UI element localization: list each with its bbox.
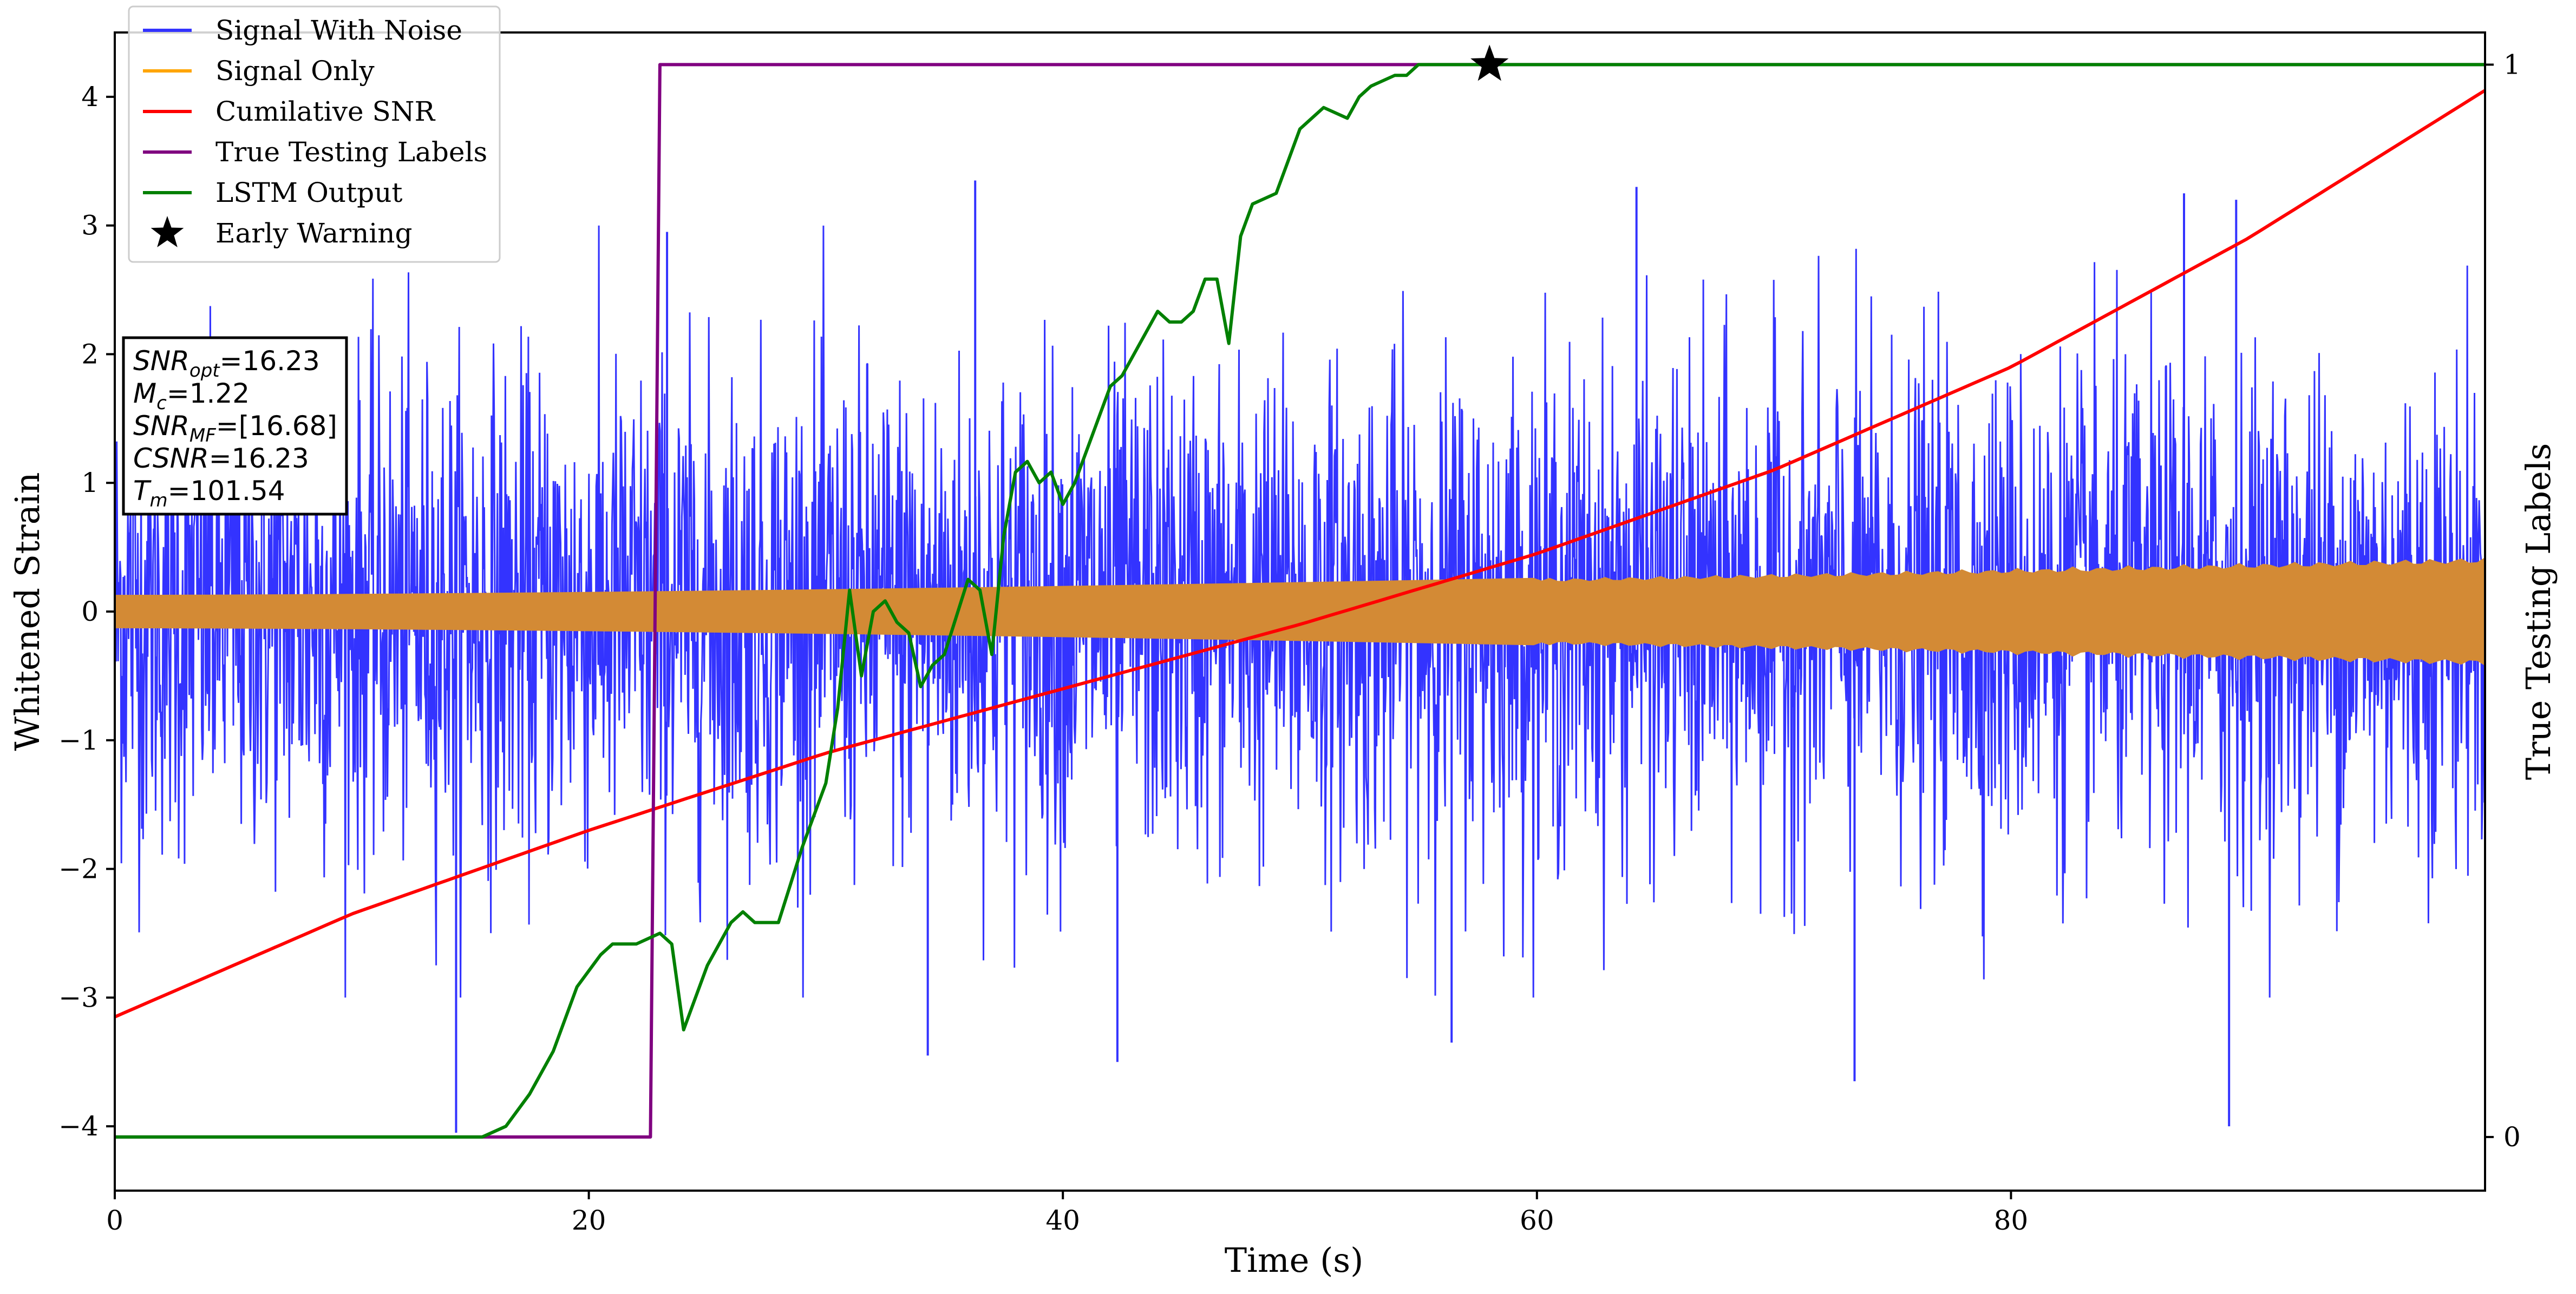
info-line: Tm=101.54	[133, 475, 285, 511]
x-tick-label: 20	[572, 1205, 606, 1236]
info-value: =1.22	[167, 378, 250, 409]
y-tick-label: −2	[58, 853, 99, 885]
legend-label-signal-only: Signal Only	[215, 55, 375, 87]
x-tick-label: 80	[1994, 1205, 2029, 1236]
info-symbol: M	[133, 378, 156, 409]
y2-tick-label: 1	[2503, 49, 2521, 80]
x-tick-label: 0	[106, 1205, 123, 1236]
info-symbol: SNR	[133, 410, 189, 442]
info-symbol: SNR	[133, 345, 189, 377]
y-tick-label: −1	[58, 725, 99, 756]
info-subscript: c	[156, 392, 167, 414]
signal-only-layer	[115, 557, 2485, 666]
info-value: =[16.68]	[216, 410, 337, 442]
legend: Signal With Noise Signal Only Cumilative S…	[128, 5, 501, 263]
y-tick-label: −4	[58, 1111, 99, 1142]
info-box: SNRopt=16.23Mc=1.22SNRMF=[16.68]CSNR=16.…	[122, 336, 348, 516]
info-line: SNRopt=16.23	[133, 345, 320, 382]
info-value: =16.23	[220, 345, 320, 377]
y-tick-label: 0	[81, 596, 99, 627]
y-axis-label: Whitened Strain	[8, 472, 47, 751]
signal-with-noise-layer	[115, 180, 2485, 1133]
y2-tick-label: 0	[2503, 1121, 2521, 1153]
signal-with-noise-line	[115, 225, 2485, 998]
y-tick-label: 3	[81, 210, 99, 241]
lstm-output-line	[115, 63, 2485, 1139]
legend-label-cumilative-snr: Cumilative SNR	[215, 96, 435, 127]
legend-label-early-warning: Early Warning	[215, 218, 413, 249]
info-line: CSNR=16.23	[133, 443, 309, 474]
info-value: =101.54	[168, 475, 285, 507]
y-tick-label: −3	[58, 982, 99, 1013]
y2-axis-label: True Testing Labels	[2519, 443, 2558, 780]
info-symbol: CSNR	[133, 443, 209, 474]
line-series-layer	[115, 63, 2485, 1139]
y-tick-label: 4	[81, 81, 99, 113]
legend-frame	[128, 5, 501, 263]
info-line: Mc=1.22	[133, 378, 250, 414]
info-subscript: MF	[189, 425, 216, 446]
info-box-frame	[122, 336, 348, 516]
info-symbol: T	[133, 475, 152, 507]
x-axis-label: Time (s)	[1225, 1240, 1364, 1280]
y-tick-label: 2	[81, 338, 99, 370]
legend-label-signal-with-noise: Signal With Noise	[215, 15, 462, 46]
info-value: =16.23	[209, 443, 309, 474]
y-tick-label: 1	[81, 467, 99, 498]
x-tick-label: 60	[1520, 1205, 1554, 1236]
plot-area	[115, 44, 2485, 1139]
signal-only-envelope	[115, 557, 2485, 666]
early-warning-marker	[1470, 44, 1509, 81]
info-line: SNRMF=[16.68]	[133, 410, 337, 446]
legend-label-true-testing-labels: True Testing Labels	[215, 136, 487, 168]
legend-swatch-early-warning	[151, 216, 184, 247]
x-tick-label: 40	[1045, 1205, 1080, 1236]
info-subscript: m	[150, 490, 168, 511]
legend-label-lstm-output: LSTM Output	[215, 177, 402, 208]
info-subscript: opt	[189, 360, 220, 382]
cumilative-snr-line	[115, 89, 2485, 1019]
